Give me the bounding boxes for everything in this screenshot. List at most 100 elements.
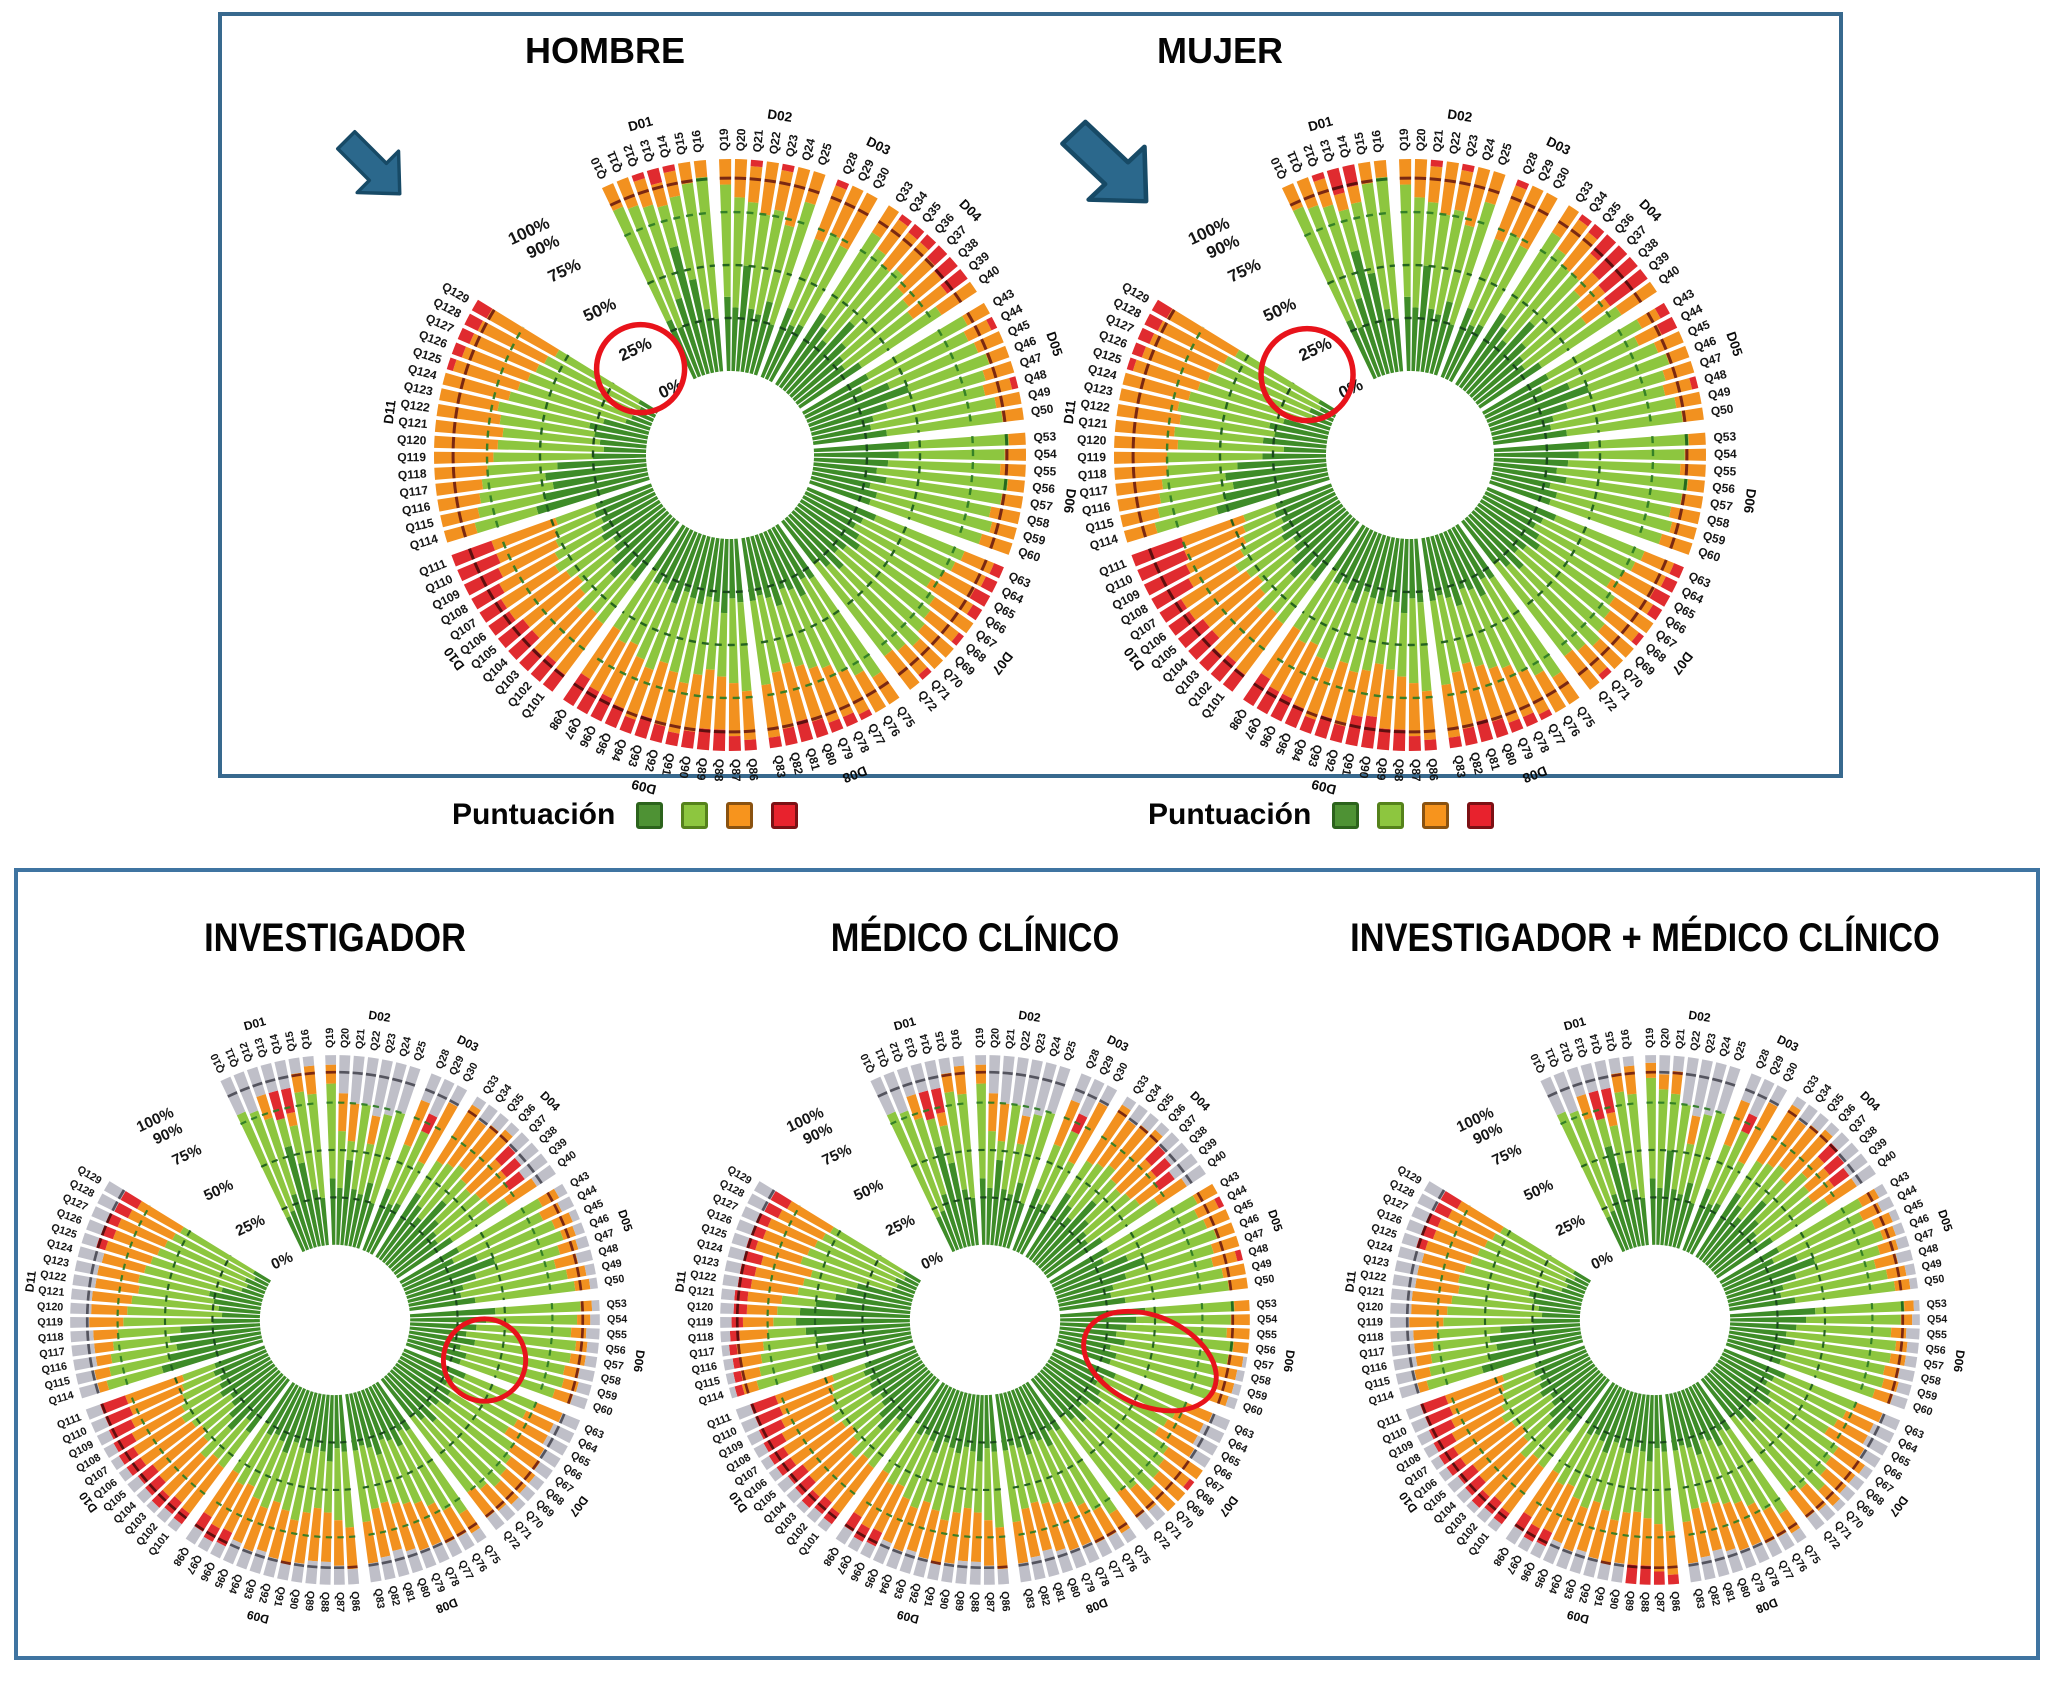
spoke-segment [136, 1487, 153, 1504]
spoke-segment [1679, 1444, 1700, 1510]
gridline-90-tick [1629, 611, 1639, 623]
spoke-segment [162, 1452, 206, 1497]
spoke-segment [174, 1454, 219, 1503]
spoke-segment [1346, 319, 1377, 380]
spoke-segment [1309, 520, 1360, 582]
gridline-90-tick [424, 1087, 436, 1095]
spoke-segment [451, 1376, 527, 1419]
spoke-segment [1493, 441, 1590, 453]
question-label: Q81 [1483, 746, 1503, 772]
gridline-25 [1050, 1215, 1089, 1254]
gridline-90-tick [1497, 1510, 1508, 1520]
spoke-segment [362, 1057, 379, 1106]
gridline-90-tick [1611, 1073, 1622, 1078]
spoke-segment [1214, 1196, 1225, 1209]
spoke-segment [747, 1291, 783, 1305]
domain-label: D03 [1105, 1032, 1131, 1054]
gridline-90-tick [902, 237, 913, 248]
arrow-shape [1060, 119, 1149, 204]
spoke-segment [1534, 1345, 1586, 1369]
spoke-segment [1425, 1240, 1473, 1264]
gridline-90-tick [91, 1370, 97, 1381]
spoke-segment [760, 161, 779, 216]
gridline-90-tick [1202, 1203, 1210, 1214]
spoke-segment [1109, 1125, 1149, 1171]
legend-swatch-light-green [681, 801, 709, 829]
gridline-90-tick [1525, 1530, 1537, 1539]
spoke-segment [367, 1113, 393, 1184]
spoke-segment [445, 1381, 518, 1427]
spoke-segment [1823, 1178, 1857, 1206]
gridline-90-tick [953, 292, 963, 304]
gridline-90-tick [480, 322, 489, 334]
spoke-segment [740, 1367, 762, 1381]
gridline-90-tick [1069, 1547, 1081, 1554]
spoke-segment [1399, 158, 1412, 185]
spoke-segment [1078, 1403, 1160, 1478]
gridline-90-tick [407, 1552, 418, 1559]
spokes-layer [1390, 1055, 1920, 1585]
gridline-90-tick [1015, 1072, 1027, 1077]
gridline-90-tick [558, 1215, 566, 1227]
spoke-segment [1448, 735, 1463, 749]
question-label: Q123 [692, 1253, 720, 1270]
gridline-90-tick [1160, 322, 1169, 334]
spoke-segment [1420, 1395, 1449, 1414]
spoke-segment [221, 1287, 263, 1303]
spoke-segment [1451, 1295, 1539, 1311]
spoke-segment [1469, 342, 1527, 398]
gridline-90-tick [1233, 668, 1245, 678]
gridline-90-tick [740, 1263, 745, 1275]
domain-label: D01 [242, 1014, 267, 1033]
gridline-90-tick [1683, 478, 1688, 491]
spoke-segment [1462, 661, 1488, 722]
spoke-segment [1537, 1429, 1571, 1469]
gridline-90-tick [1167, 308, 1176, 321]
spoke-segment [1417, 601, 1432, 692]
gridline-90-tick [1173, 1470, 1182, 1481]
spoke-segment [1109, 1509, 1131, 1534]
spoke-segment [1748, 1078, 1775, 1118]
spoke-segment [1443, 1317, 1533, 1327]
spoke-segment [1166, 308, 1240, 357]
spoke-segment [528, 1475, 545, 1491]
spoke-segment [782, 339, 827, 392]
spoke-segment [1679, 463, 1706, 477]
spoke-segment [123, 1317, 213, 1327]
spoke-segment [1461, 519, 1498, 564]
spoke-segment [1029, 1438, 1061, 1505]
gridline-90-tick [1148, 349, 1156, 361]
spoke-segment [860, 331, 969, 392]
spoke-segment [418, 1101, 458, 1165]
question-label: Q15 [1603, 1030, 1618, 1052]
spoke-segment [810, 475, 878, 499]
spoke-segment [557, 1196, 575, 1212]
spoke-segment [172, 1233, 256, 1281]
spoke-segment [325, 1064, 337, 1084]
gridline-90-tick [100, 1403, 107, 1414]
spoke-segment [627, 205, 683, 329]
spoke-segment [89, 1317, 124, 1328]
arrow-icon [336, 130, 402, 196]
spoke-segment [1552, 1496, 1580, 1544]
gridline-90-tick [738, 1357, 744, 1368]
question-label: Q22 [766, 130, 783, 155]
spoke-segment [1740, 1416, 1807, 1490]
spoke-segment [368, 1561, 382, 1583]
spoke-segment [1019, 1202, 1051, 1255]
spoke-segment [1604, 1145, 1637, 1248]
gridline-25 [211, 1254, 232, 1357]
spoke-segment [1257, 546, 1299, 582]
spoke-segment [1467, 238, 1504, 311]
spoke-segment [642, 204, 682, 300]
spoke-segment [782, 661, 808, 722]
spoke-segment [112, 1230, 161, 1256]
spoke-segment [474, 1245, 561, 1279]
question-label: Q14 [1588, 1033, 1604, 1055]
spoke-segment [994, 391, 1022, 409]
axis-tick-label: 75% [545, 255, 584, 287]
question-label: Q59 [1701, 528, 1727, 548]
gridline-50 [1143, 1306, 1157, 1379]
spoke-segment [1109, 1344, 1219, 1376]
spoke-segment [1538, 1306, 1581, 1315]
